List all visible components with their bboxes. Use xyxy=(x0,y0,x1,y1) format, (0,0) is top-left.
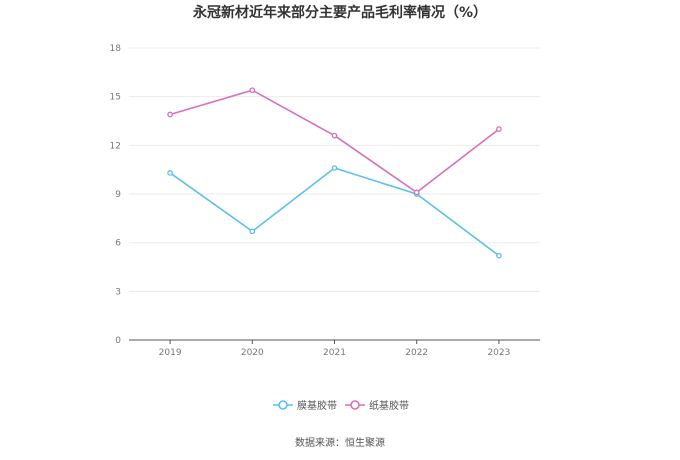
data-point[interactable] xyxy=(331,132,338,139)
data-point[interactable] xyxy=(167,170,173,176)
legend-marker xyxy=(350,400,360,410)
y-tick-label: 3 xyxy=(115,287,121,297)
chart-title: 永冠新材近年来部分主要产品毛利率情况（%） xyxy=(192,4,487,21)
y-tick-label: 0 xyxy=(115,336,121,346)
gridlines xyxy=(129,47,540,292)
x-tick-label: 2020 xyxy=(241,348,264,358)
data-point[interactable] xyxy=(331,165,338,171)
series-line-1 xyxy=(169,89,500,194)
series-layer xyxy=(167,87,502,259)
x-tick-label: 2022 xyxy=(405,348,428,358)
x-tick-label: 2023 xyxy=(487,348,510,358)
y-tick-label: 9 xyxy=(115,190,121,200)
data-point[interactable] xyxy=(249,87,256,94)
data-point[interactable] xyxy=(496,252,502,259)
y-tick-label: 15 xyxy=(110,93,121,103)
data-point[interactable] xyxy=(496,126,502,132)
y-tick-label: 12 xyxy=(110,141,121,151)
y-tick-label: 6 xyxy=(115,239,121,249)
x-tick-label: 2021 xyxy=(323,348,346,358)
y-axis-ticks: 0 3 6 9 12 15 18 xyxy=(110,44,122,346)
data-point[interactable] xyxy=(249,228,256,235)
legend-label: 膜基胶带 xyxy=(297,399,337,412)
x-axis: 2019 2020 2021 2022 2023 xyxy=(129,339,540,358)
data-point[interactable] xyxy=(413,189,420,196)
legend-marker xyxy=(278,400,288,410)
y-tick-label: 18 xyxy=(110,44,122,54)
legend-item-1[interactable]: 纸基胶带 xyxy=(345,399,409,412)
legend[interactable]: 膜基胶带 纸基胶带 xyxy=(273,399,409,412)
data-point[interactable] xyxy=(167,111,173,118)
x-tick-label: 2019 xyxy=(159,348,182,358)
data-source: 数据来源：恒生聚源 xyxy=(295,436,385,449)
legend-label: 纸基胶带 xyxy=(369,399,409,412)
legend-item-0[interactable]: 膜基胶带 xyxy=(273,399,337,412)
